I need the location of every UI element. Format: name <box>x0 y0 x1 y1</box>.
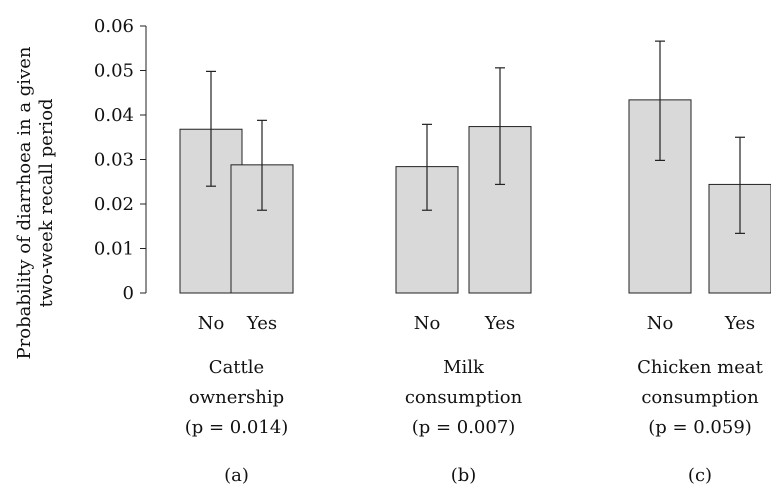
group-label: consumption <box>405 387 523 408</box>
group-label: (p = 0.007) <box>412 417 516 438</box>
y-tick-label: 0.04 <box>94 105 134 126</box>
y-tick-label: 0.01 <box>94 239 134 260</box>
error-bar <box>655 40 665 161</box>
y-tick-label: 0.06 <box>94 16 134 37</box>
panel-label: (a) <box>224 465 249 486</box>
group-label: Cattle <box>209 357 264 378</box>
y-tick-label: 0.05 <box>94 61 134 82</box>
y-axis-label-line-1: Probability of diarrhoea in a given <box>14 46 35 359</box>
y-axis: 0 0.01 0.02 0.03 0.04 0.05 0.06 <box>94 16 147 304</box>
category-labels: No Yes Cattle ownership (p = 0.014) (a) No Yes M… <box>185 313 764 486</box>
x-category-label: Yes <box>246 313 277 334</box>
error-bar <box>422 123 432 211</box>
group-label: Milk <box>443 357 485 378</box>
group-label: consumption <box>641 387 759 408</box>
x-category-label: No <box>414 313 441 334</box>
x-category-label: Yes <box>484 313 515 334</box>
y-tick-label: 0.03 <box>94 150 134 171</box>
error-bar <box>495 67 505 186</box>
group-label: Chicken meat <box>637 357 764 378</box>
error-bar <box>206 70 216 187</box>
panel-label: (c) <box>688 465 712 486</box>
x-category-label: No <box>647 313 674 334</box>
x-category-label: Yes <box>724 313 755 334</box>
bars <box>179 40 771 294</box>
group-label: (p = 0.014) <box>185 417 289 438</box>
y-axis-label: Probability of diarrhoea in a given two-… <box>14 46 57 359</box>
y-tick-label: 0.02 <box>94 194 134 215</box>
error-bar <box>257 119 267 211</box>
group-label: (p = 0.059) <box>648 417 752 438</box>
y-axis-label-line-2: two-week recall period <box>36 98 57 307</box>
x-category-label: No <box>198 313 225 334</box>
y-tick-label: 0 <box>123 283 134 304</box>
group-label: ownership <box>189 387 284 408</box>
panel-label: (b) <box>451 465 477 486</box>
error-bar <box>735 136 745 234</box>
